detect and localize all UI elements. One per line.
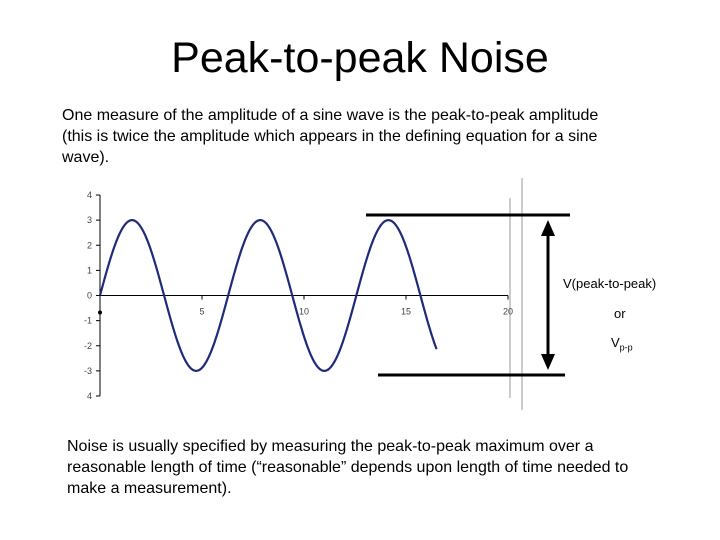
y-tick-label: 0 [87, 291, 92, 301]
y-tick-label: -1 [84, 316, 92, 326]
or-label: or [614, 306, 626, 321]
vpp-symbol: Vp-p [611, 335, 633, 353]
outro-text: Noise is usually specified by measuring … [67, 438, 629, 497]
y-tick-label: 2 [87, 240, 92, 250]
vpp-base: V [611, 335, 620, 350]
y-tick-label: -2 [84, 341, 92, 351]
y-tick-label: 3 [87, 215, 92, 225]
y-tick-label: 1 [87, 265, 92, 275]
x-tick-label-origin [98, 310, 102, 315]
intro-text: One measure of the amplitude of a sine w… [62, 107, 599, 166]
sine-wave-line [98, 219, 438, 372]
x-tick-label: 20 [503, 307, 513, 317]
peak-lines [366, 213, 570, 377]
slide-title: Peak-to-peak Noise [171, 34, 549, 82]
x-tick-label: 5 [199, 307, 204, 317]
vpp-subscript: p-p [619, 342, 633, 353]
x-tick-label: 15 [401, 307, 411, 317]
x-tick-label: 10 [299, 307, 309, 317]
y-tick-label: -3 [84, 366, 92, 376]
peak-to-peak-arrow [541, 220, 555, 370]
arrow-head-down [541, 354, 555, 370]
arrow-head-up [541, 220, 555, 236]
peak-to-peak-label: V(peak-to-peak) [563, 276, 657, 291]
y-tick-label: 4 [87, 190, 92, 200]
y-tick-label: 4 [87, 391, 92, 401]
